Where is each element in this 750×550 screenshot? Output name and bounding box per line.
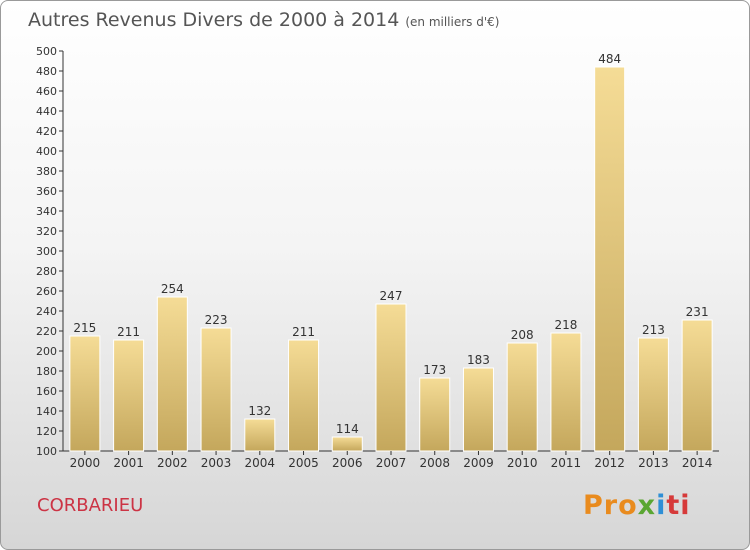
- y-tick-label: 320: [36, 225, 57, 238]
- proxiti-logo: Proxiti: [583, 490, 691, 521]
- bar: [244, 418, 276, 452]
- x-tick-label: 2002: [157, 456, 188, 470]
- x-tick-label: 2010: [507, 456, 538, 470]
- x-tick-label: 2007: [376, 456, 407, 470]
- bar: [69, 335, 101, 452]
- data-label: 213: [642, 323, 665, 337]
- y-tick-label: 380: [36, 165, 57, 178]
- y-tick-label: 340: [36, 205, 57, 218]
- bar: [288, 339, 320, 452]
- x-tick-label: 2003: [201, 456, 232, 470]
- logo-part-1: Pro: [583, 490, 638, 521]
- y-tick-label: 420: [36, 125, 57, 138]
- city-name: CORBARIEU: [37, 495, 144, 516]
- subtitle-text: (en milliers d'€): [405, 15, 500, 29]
- y-tick-label: 360: [36, 185, 57, 198]
- data-label: 484: [598, 52, 621, 66]
- x-tick-label: 2005: [288, 456, 319, 470]
- bar: [331, 436, 363, 452]
- logo-part-3: i: [656, 490, 667, 521]
- bar: [156, 296, 188, 452]
- data-label: 247: [380, 289, 403, 303]
- data-label: 223: [205, 313, 228, 327]
- logo-part-4: ti: [666, 490, 691, 521]
- y-tick-label: 220: [36, 325, 57, 338]
- data-label: 114: [336, 422, 359, 436]
- bar: [594, 66, 626, 452]
- y-tick-label: 200: [36, 345, 57, 358]
- bar: [375, 303, 407, 452]
- y-tick-label: 300: [36, 245, 57, 258]
- y-tick-label: 160: [36, 385, 57, 398]
- x-tick-label: 2012: [594, 456, 625, 470]
- bar: [681, 319, 713, 452]
- bar: [637, 337, 669, 452]
- data-label: 215: [73, 321, 96, 335]
- bar: [550, 332, 582, 452]
- x-tick-label: 2009: [463, 456, 494, 470]
- y-tick-label: 260: [36, 285, 57, 298]
- y-tick-label: 480: [36, 65, 57, 78]
- y-tick-label: 500: [36, 45, 57, 58]
- y-tick-label: 240: [36, 305, 57, 318]
- y-tick-label: 400: [36, 145, 57, 158]
- data-label: 231: [686, 305, 709, 319]
- data-label: 211: [292, 325, 315, 339]
- y-tick-label: 120: [36, 425, 57, 438]
- title-text: Autres Revenus Divers de 2000 à 2014: [28, 9, 400, 31]
- data-label: 218: [554, 318, 577, 332]
- y-tick-label: 140: [36, 405, 57, 418]
- chart-title: Autres Revenus Divers de 2000 à 2014 (en …: [28, 9, 499, 31]
- x-tick-label: 2011: [551, 456, 582, 470]
- bar: [419, 377, 451, 452]
- logo-part-2: x: [637, 490, 657, 521]
- x-tick-label: 2004: [245, 456, 276, 470]
- bar: [506, 342, 538, 452]
- x-tick-label: 2000: [70, 456, 101, 470]
- data-label: 208: [511, 328, 534, 342]
- data-label: 254: [161, 282, 184, 296]
- bar: [113, 339, 145, 452]
- x-tick-label: 2006: [332, 456, 363, 470]
- x-tick-label: 2008: [419, 456, 450, 470]
- y-tick-label: 460: [36, 85, 57, 98]
- y-tick-label: 280: [36, 265, 57, 278]
- data-label: 173: [423, 363, 446, 377]
- bar: [200, 327, 232, 452]
- x-tick-label: 2014: [682, 456, 713, 470]
- data-label: 183: [467, 353, 490, 367]
- x-tick-label: 2001: [113, 456, 144, 470]
- data-label: 211: [117, 325, 140, 339]
- y-tick-label: 100: [36, 445, 57, 458]
- y-tick-label: 440: [36, 105, 57, 118]
- x-tick-label: 2013: [638, 456, 669, 470]
- y-tick-label: 180: [36, 365, 57, 378]
- data-label: 132: [248, 404, 271, 418]
- bar: [462, 367, 494, 452]
